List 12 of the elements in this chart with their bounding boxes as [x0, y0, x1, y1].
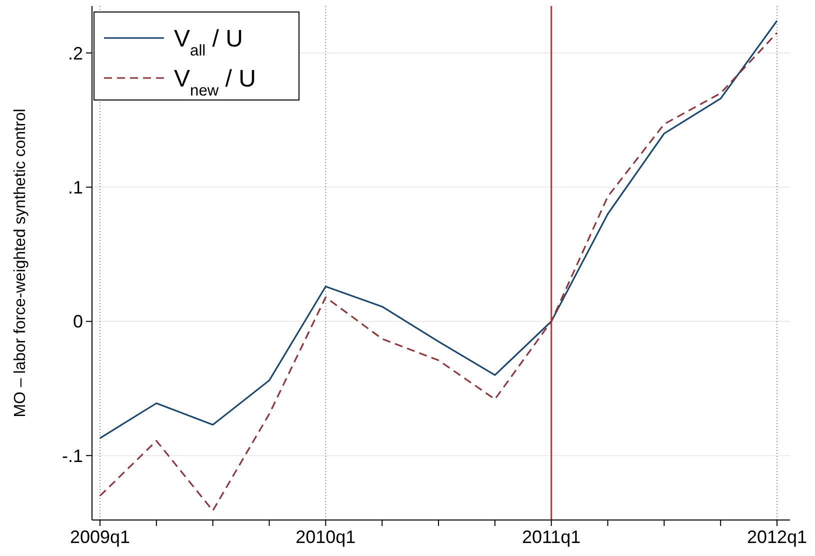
x-tick-label: 2011q1 — [522, 527, 581, 547]
x-tick-label: 2009q1 — [70, 527, 130, 547]
x-tick-label: 2012q1 — [746, 527, 808, 547]
y-axis-title: MO – labor force-weighted synthetic control — [12, 108, 29, 418]
y-tick-label: .2 — [68, 43, 83, 64]
legend-label: V$_{all}$ / U — [174, 25, 243, 59]
y-tick-label: -.1 — [62, 446, 83, 466]
y-tick-label: 0 — [72, 312, 83, 332]
y-tick-label: .1 — [68, 177, 83, 198]
line-series — [99, 20, 778, 439]
x-tick-label: 2010q1 — [296, 527, 356, 547]
legend-label: V$_{new}$ / U — [174, 65, 256, 99]
